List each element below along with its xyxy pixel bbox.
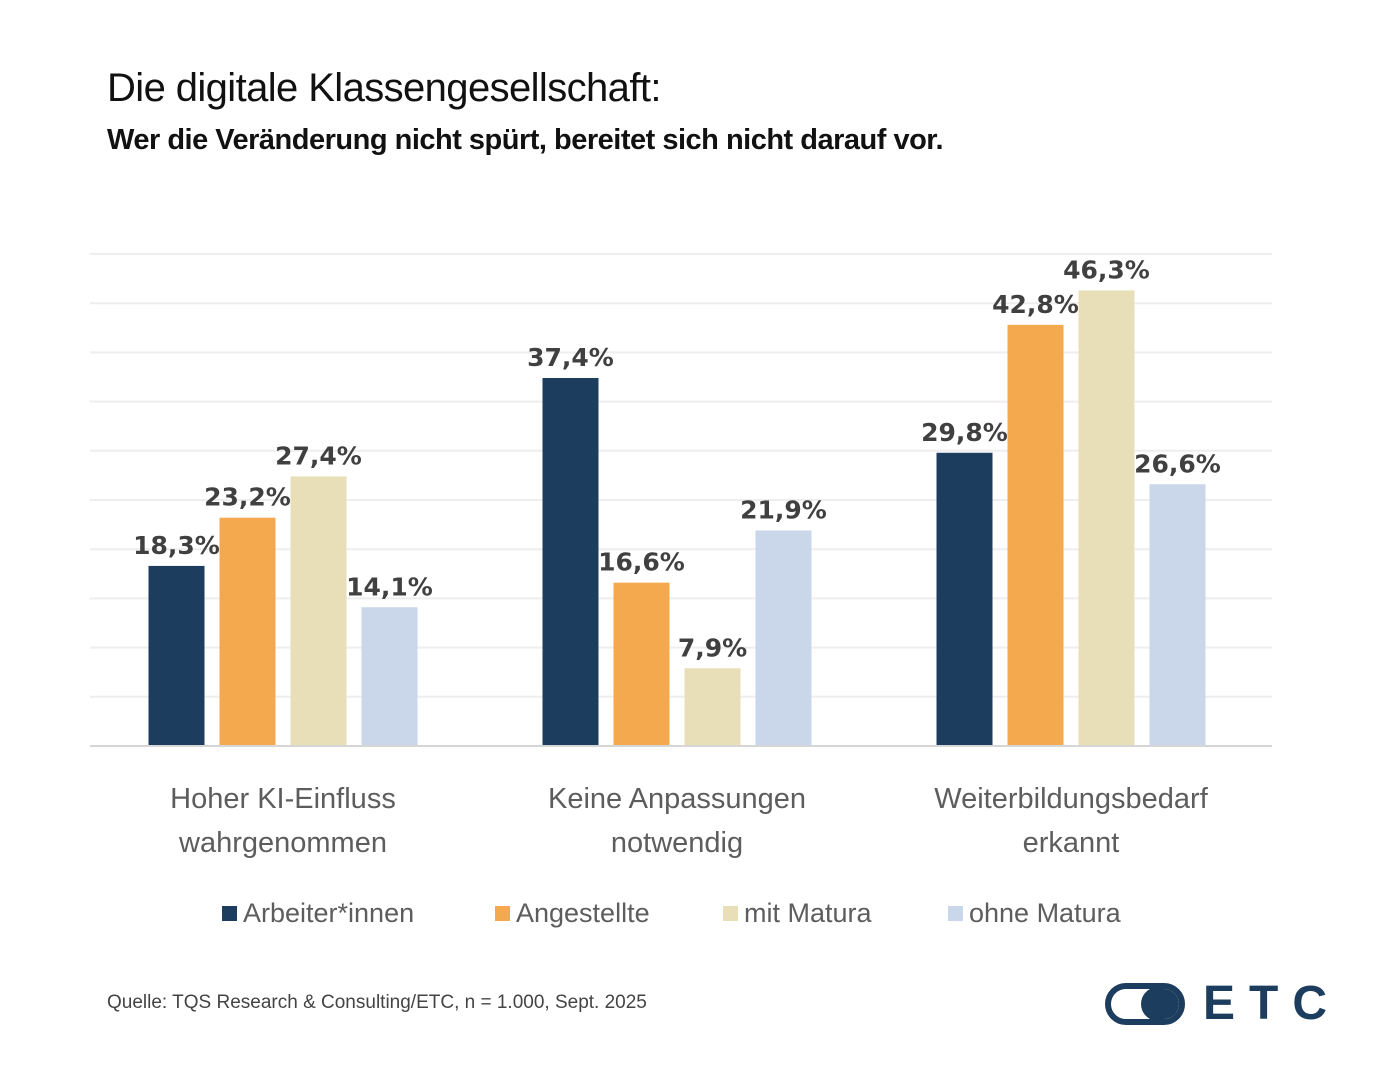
legend-item-arbeiter: Arbeiter*innen [222, 898, 414, 929]
data-label: 23,2% [204, 483, 291, 512]
legend-item-mit-matura: mit Matura [723, 898, 872, 929]
source-note: Quelle: TQS Research & Consulting/ETC, n… [107, 992, 647, 1013]
value-labels: 18,3% 23,2% 27,4% 14,1% 37,4% 16,6% 7,9% 21,9% 2… [133, 255, 1221, 662]
etc-logo: ETC [1105, 977, 1341, 1030]
logo-text: ETC [1203, 977, 1341, 1030]
data-label: 26,6% [1134, 449, 1221, 478]
category-tick-label: Hoher KI-Einfluss [170, 783, 396, 815]
legend-item-ohne-matura: ohne Matura [948, 898, 1121, 929]
legend: Arbeiter*innen Angestellte mit Matura oh… [0, 898, 1400, 938]
legend-label: Arbeiter*innen [243, 898, 415, 928]
category-tick-label: Weiterbildungsbedarf [934, 783, 1208, 815]
legend-swatch [948, 906, 963, 921]
data-label: 29,8% [921, 418, 1008, 447]
data-label: 16,6% [598, 548, 685, 577]
bar [1149, 484, 1206, 746]
data-label: 42,8% [992, 290, 1079, 319]
legend-label: Angestellte [516, 898, 650, 928]
bar [219, 517, 276, 746]
category-labels: Hoher KI-Einfluss wahrgenommen Keine Anpas… [170, 783, 1209, 859]
chart-title: Die digitale Klassengesellschaft: [107, 66, 661, 110]
data-label: 14,1% [346, 572, 433, 601]
bar [936, 452, 993, 746]
data-label: 7,9% [678, 633, 747, 662]
data-label: 37,4% [527, 343, 614, 372]
legend-swatch [222, 906, 237, 921]
bar [684, 668, 741, 746]
bars [148, 290, 1206, 746]
bar [755, 530, 812, 746]
data-label: 21,9% [740, 496, 827, 525]
legend-label: ohne Matura [969, 898, 1121, 928]
bar [290, 476, 347, 746]
category-tick-label: erkannt [1023, 827, 1120, 859]
category-tick-label: wahrgenommen [178, 827, 387, 859]
category-tick-label: notwendig [611, 827, 743, 859]
gridlines [90, 253, 1272, 698]
bar-chart: 18,3% 23,2% 27,4% 14,1% 37,4% 16,6% 7,9% 21,9% 2… [90, 253, 1272, 859]
data-label: 27,4% [275, 441, 362, 470]
bar [613, 582, 670, 746]
bar [1007, 324, 1064, 746]
legend-swatch [495, 906, 510, 921]
toggle-pill-icon [1105, 983, 1185, 1025]
legend-label: mit Matura [744, 898, 872, 928]
chart-subtitle: Wer die Veränderung nicht spürt, bereite… [107, 124, 944, 156]
bar [148, 565, 205, 746]
legend-item-angestellte: Angestellte [495, 898, 650, 929]
category-tick-label: Keine Anpassungen [548, 783, 806, 815]
bar [361, 607, 418, 746]
data-label: 46,3% [1063, 255, 1150, 284]
legend-swatch [723, 906, 738, 921]
bar [1078, 290, 1135, 746]
bar [542, 377, 599, 746]
data-label: 18,3% [133, 531, 220, 560]
